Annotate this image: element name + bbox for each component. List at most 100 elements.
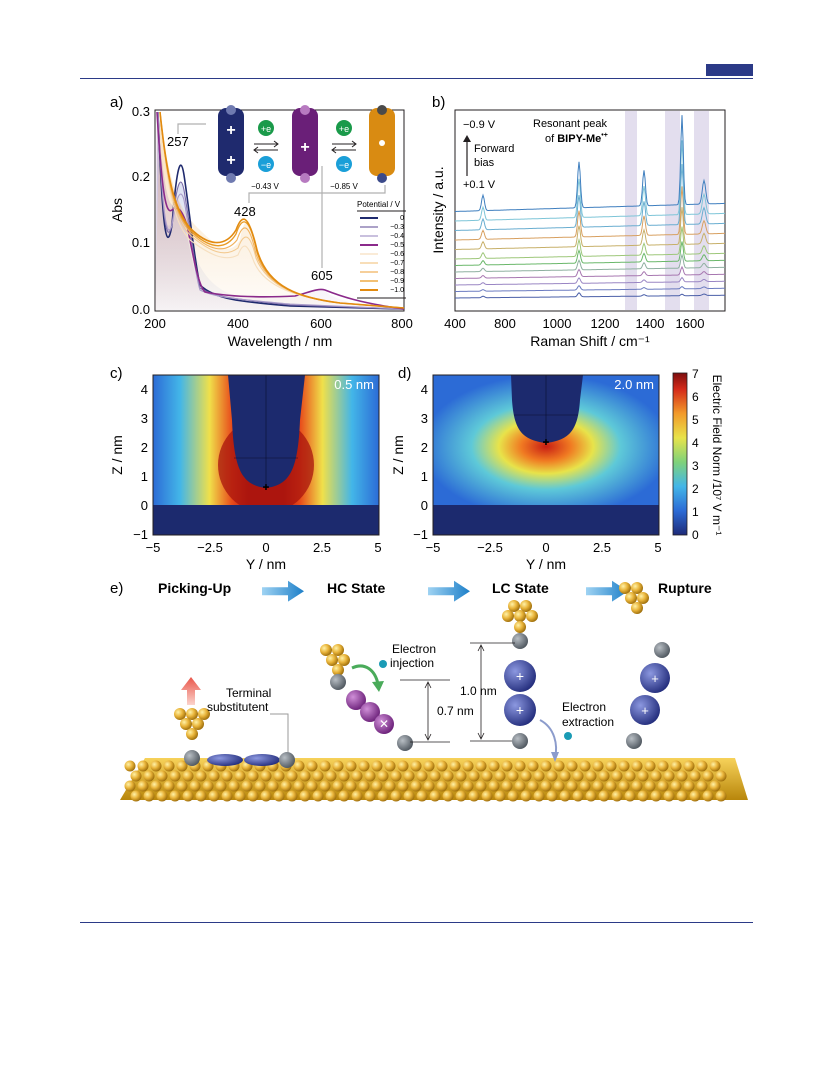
- distance-07: 0.7 nm: [437, 704, 474, 718]
- raman-trace: [455, 226, 725, 260]
- header-tab: [706, 64, 753, 76]
- gold-atom: [566, 760, 578, 772]
- panel-a-xticks: 200 400 600 800: [144, 316, 413, 331]
- gold-atom: [182, 770, 194, 782]
- gap-tag-d: 2.0 nm: [614, 377, 654, 392]
- legend-label: −0.6: [390, 251, 404, 258]
- cb-tick: 0: [692, 528, 699, 542]
- ytick: 0.0: [132, 302, 150, 317]
- gold-atom: [273, 770, 285, 782]
- forward-bias: Forward: [474, 143, 514, 155]
- gold-atom: [397, 780, 409, 792]
- gold-cluster-4: [619, 582, 649, 614]
- gold-atom: [709, 780, 721, 792]
- injection-arrow: [351, 664, 380, 685]
- gold-atom: [397, 760, 409, 772]
- gold-atom: [481, 790, 493, 802]
- gold-atom: [143, 770, 155, 782]
- svg-text:+: +: [641, 703, 649, 718]
- raman-trace: [455, 276, 725, 286]
- gold-atom: [312, 790, 324, 802]
- gold-atom: [358, 780, 370, 792]
- ytick: 3: [421, 411, 428, 426]
- gold-atom: [423, 780, 435, 792]
- svg-text:+: +: [226, 122, 235, 139]
- xtick: 800: [391, 316, 413, 331]
- gold-atom: [572, 770, 584, 782]
- molecule-neutral: [369, 105, 395, 183]
- peak-257: 257: [167, 134, 189, 149]
- gold-atom: [312, 770, 324, 782]
- gold-atom: [306, 780, 318, 792]
- gold-atom: [481, 770, 493, 782]
- ytick: 1: [141, 469, 148, 484]
- gold-cluster-1: [174, 708, 210, 740]
- abs-fill-orange: [155, 112, 404, 310]
- gold-atom: [533, 770, 545, 782]
- gold-atom: [449, 760, 461, 772]
- gold-atom: [605, 760, 617, 772]
- gold-atom: [332, 760, 344, 772]
- abs-fill-purple: [155, 112, 404, 310]
- gold-atom: [423, 760, 435, 772]
- gold-atom: [494, 790, 506, 802]
- svg-text:+: +: [226, 152, 235, 169]
- terminal-atom: [184, 750, 200, 766]
- gold-atom: [130, 770, 142, 782]
- gold-atom: [429, 790, 441, 802]
- svg-text:−e: −e: [339, 160, 349, 170]
- cb-tick: 4: [692, 436, 699, 450]
- gold-atom: [384, 780, 396, 792]
- gold-cluster-2: [320, 644, 350, 676]
- gold-atom: [624, 770, 636, 782]
- redox-1: +e −e −0.43 V: [251, 120, 280, 191]
- gold-atom: [566, 780, 578, 792]
- injection-label: Electron: [392, 642, 436, 656]
- gold-atom: [163, 760, 175, 772]
- raman-trace: [455, 164, 725, 231]
- abs-line-04: [157, 111, 405, 310]
- gold-atom: [156, 770, 168, 782]
- gold-atom: [403, 770, 415, 782]
- gold-atom: [631, 780, 643, 792]
- gold-atom: [468, 790, 480, 802]
- distance-10: 1.0 nm: [460, 684, 497, 698]
- xtick: 800: [494, 316, 516, 331]
- gold-atom: [527, 780, 539, 792]
- ytick: 0.1: [132, 235, 150, 250]
- legend-label: −0.9: [390, 278, 404, 285]
- gold-atom: [663, 770, 675, 782]
- gold-atom: [208, 770, 220, 782]
- gold-atom: [410, 780, 422, 792]
- gold-atom: [696, 780, 708, 792]
- gold-atom: [611, 790, 623, 802]
- gold-atom: [663, 790, 675, 802]
- state-picking-up: Picking-Up: [158, 580, 231, 596]
- gold-atom: [221, 770, 233, 782]
- gold-atom: [514, 780, 526, 792]
- gold-atom: [657, 760, 669, 772]
- gold-atom: [585, 790, 597, 802]
- gold-atom: [598, 770, 610, 782]
- xtick: −5: [426, 540, 441, 555]
- colorbar: 0 1 2 3 4 5 6 7 Electric Field Norm /10⁷…: [672, 367, 724, 542]
- peak-605: 605: [311, 268, 333, 283]
- gold-atom: [650, 790, 662, 802]
- gold-atom: [280, 780, 292, 792]
- xtick: 2.5: [313, 540, 331, 555]
- gold-atom: [208, 790, 220, 802]
- gold-atom: [202, 780, 214, 792]
- xtick: 5: [654, 540, 661, 555]
- node-marker-icon: ✚: [543, 438, 550, 447]
- gold-atom: [124, 780, 136, 792]
- gold-atom: [540, 760, 552, 772]
- gold-atom: [624, 790, 636, 802]
- gold-atom: [670, 780, 682, 792]
- gold-atom: [696, 760, 708, 772]
- gold-atom: [345, 760, 357, 772]
- xtick: 400: [227, 316, 249, 331]
- bottom-voltage: +0.1 V: [463, 179, 496, 191]
- panel-b-ylabel: Intensity / a.u.: [430, 166, 446, 253]
- state-rupture: Rupture: [658, 580, 712, 596]
- svg-text:✕: ✕: [379, 717, 389, 731]
